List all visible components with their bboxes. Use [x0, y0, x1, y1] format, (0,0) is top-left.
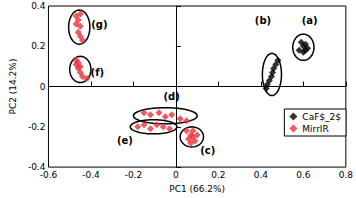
svg-text:-0.2: -0.2 — [125, 170, 143, 180]
svg-text:PC1 (66.2%): PC1 (66.2%) — [169, 184, 225, 194]
svg-text:-0.4: -0.4 — [27, 162, 46, 173]
svg-text:(a): (a) — [302, 15, 318, 26]
svg-text:(e): (e) — [117, 135, 133, 146]
svg-text:0.8: 0.8 — [339, 170, 354, 180]
svg-text:0: 0 — [173, 170, 179, 180]
svg-text:(g): (g) — [91, 19, 107, 30]
svg-text:MirrIR: MirrIR — [302, 124, 328, 134]
svg-text:0.6: 0.6 — [296, 170, 311, 180]
svg-text:0: 0 — [40, 82, 46, 92]
svg-text:(c): (c) — [200, 145, 215, 156]
svg-text:0.4: 0.4 — [254, 170, 269, 180]
svg-text:0.2: 0.2 — [31, 41, 45, 51]
svg-text:-0.4: -0.4 — [82, 170, 100, 180]
svg-text:-0.2: -0.2 — [28, 122, 46, 132]
svg-text:-0.6: -0.6 — [40, 170, 58, 180]
svg-text:(f): (f) — [91, 67, 105, 78]
svg-text:CaF$_2$: CaF$_2$ — [302, 112, 341, 122]
svg-text:(d): (d) — [164, 91, 180, 102]
svg-text:0.2: 0.2 — [211, 170, 225, 180]
svg-text:0.4: 0.4 — [31, 1, 46, 11]
svg-text:PC2 (14.2%): PC2 (14.2%) — [8, 59, 18, 115]
svg-text:(b): (b) — [255, 15, 271, 26]
